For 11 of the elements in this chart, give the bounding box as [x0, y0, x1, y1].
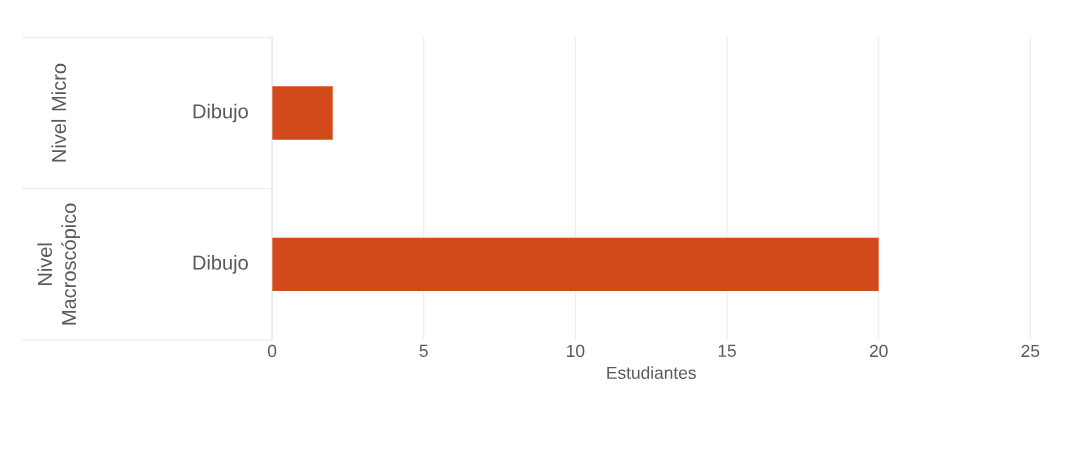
y-tick-label: Dibujo	[193, 255, 248, 274]
x-tick-label: 5	[419, 344, 428, 357]
text: Nivel Macroscópico	[37, 203, 81, 325]
x-tick-label: 0	[267, 344, 277, 358]
x-axis-title: Estudiantes	[607, 366, 696, 379]
y-tick-label: Dibujo	[193, 103, 248, 123]
x-tick-label: 15	[718, 344, 736, 357]
x-tick-label: 10	[567, 344, 585, 358]
x-tick-label: 25	[1021, 344, 1040, 358]
text: Nivel Micro	[51, 63, 67, 162]
x-tick-label: 20	[869, 344, 888, 358]
